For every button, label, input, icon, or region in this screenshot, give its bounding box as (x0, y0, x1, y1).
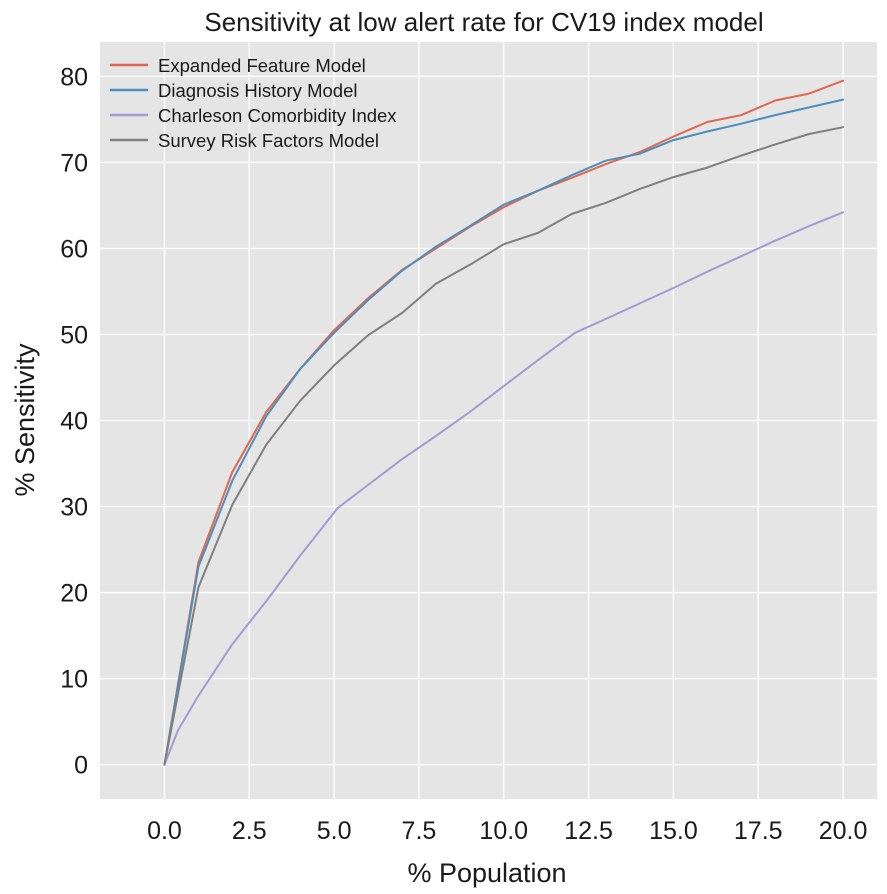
series-line-survey-risk-factors-model (163, 126, 845, 766)
series-line-diagnosis-history-model (163, 98, 845, 766)
x-tick-labels: 0.0 2.5 5.0 7.5 10.0 12.5 15.0 17.5 20.0 (147, 817, 867, 845)
x-axis-label: % Population (407, 858, 566, 888)
legend-label-expanded-feature-model: Expanded Feature Model (158, 55, 366, 76)
series-line-charleson-comorbidity-index (163, 211, 845, 766)
chart-title: Sensitivity at low alert rate for CV19 i… (204, 7, 763, 37)
y-axis-label: % Sensitivity (10, 343, 40, 497)
y-tick-labels: 0 10 20 30 40 50 60 70 80 (60, 63, 88, 779)
y-tick-label: 80 (60, 63, 88, 91)
x-tick-label: 7.5 (402, 817, 437, 845)
legend-label-diagnosis-history-model: Diagnosis History Model (158, 80, 357, 101)
y-tick-label: 30 (60, 494, 88, 522)
y-tick-label: 70 (60, 149, 88, 177)
x-tick-label: 20.0 (819, 817, 868, 845)
y-tick-label: 40 (60, 408, 88, 436)
x-tick-label: 2.5 (232, 817, 267, 845)
legend: Expanded Feature Model Diagnosis History … (110, 55, 397, 151)
x-tick-label: 5.0 (317, 817, 352, 845)
x-tick-label: 12.5 (564, 817, 613, 845)
y-tick-label: 20 (60, 580, 88, 608)
y-tick-label: 10 (60, 666, 88, 694)
legend-label-charleson-comorbidity-index: Charleson Comorbidity Index (158, 105, 397, 126)
y-tick-label: 50 (60, 321, 88, 349)
x-tick-label: 10.0 (479, 817, 528, 845)
x-tick-label: 15.0 (649, 817, 698, 845)
y-tick-label: 0 (74, 752, 88, 780)
x-tick-label: 0.0 (147, 817, 182, 845)
legend-label-survey-risk-factors-model: Survey Risk Factors Model (158, 130, 379, 151)
x-tick-label: 17.5 (734, 817, 783, 845)
series-line-expanded-feature-model (163, 79, 845, 766)
series-lines (163, 79, 845, 766)
y-tick-label: 60 (60, 235, 88, 263)
grid-lines (100, 42, 877, 799)
